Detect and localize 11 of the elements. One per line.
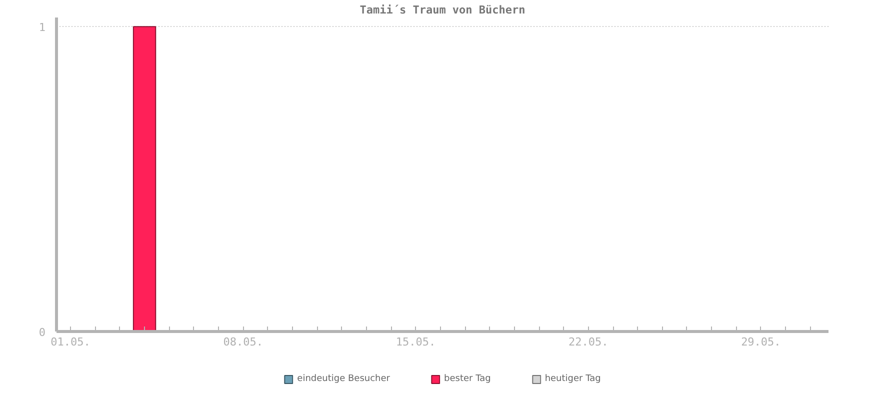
legend-label: heutiger Tag <box>544 374 601 384</box>
legend-label: bester Tag <box>444 374 491 384</box>
y-tick-label: 0 <box>38 326 46 339</box>
x-tick-label: 15.05. <box>396 336 436 348</box>
x-tick-label: 01.05. <box>50 336 90 348</box>
x-tick-label: 08.05. <box>223 336 264 348</box>
chart-title: Tamii´s Traum von Büchern <box>360 4 526 16</box>
x-tick-label: 29.05. <box>741 336 781 348</box>
legend-label: eindeutige Besucher <box>297 374 390 384</box>
y-tick-label: 1 <box>38 21 46 34</box>
x-tick-label: 22.05. <box>568 336 608 348</box>
